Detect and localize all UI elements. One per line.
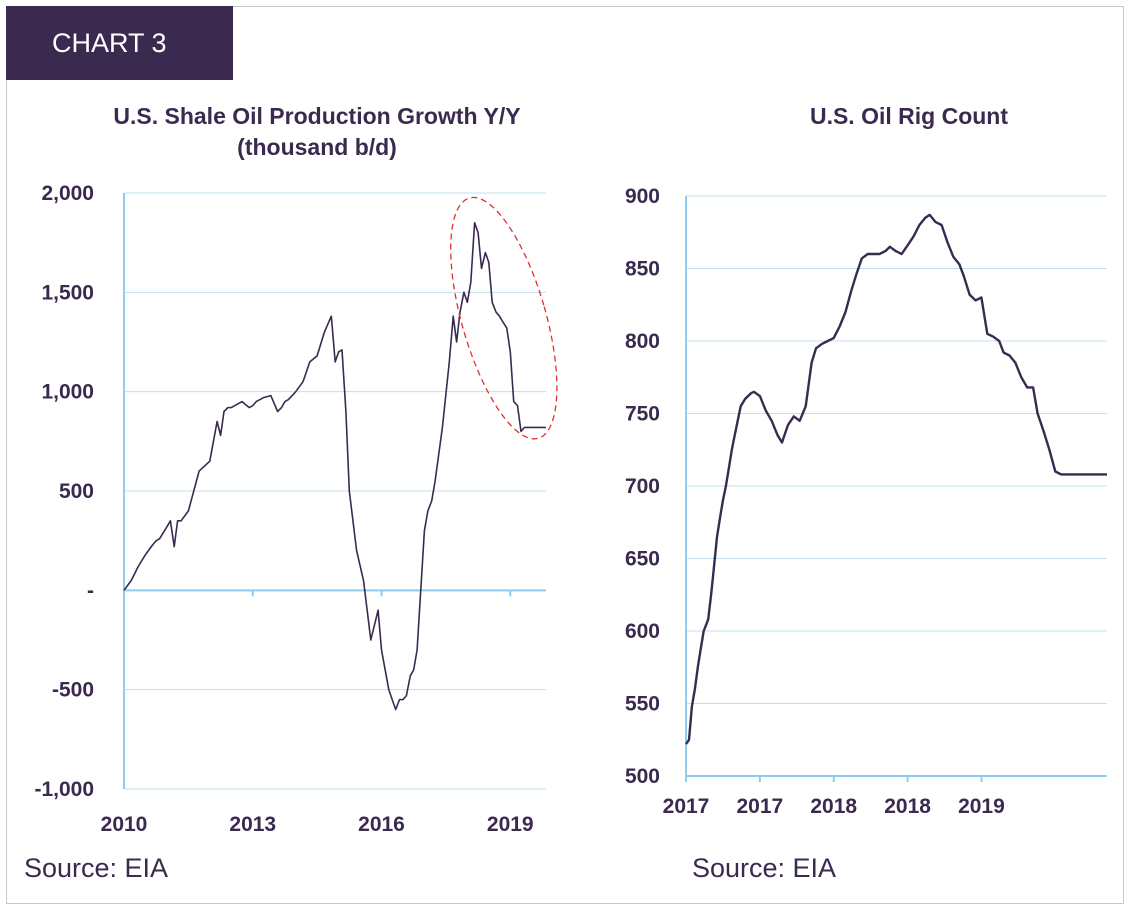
chart1-plot: 2,000 1,500 1,000 500 - -500 -1,000 2010 2013 201… [34,182,558,836]
source-left: Source: EIA [24,853,168,883]
chart2-x-tick-label: 2018 [810,795,857,818]
chart2-x-tick-label: 2018 [884,795,931,818]
chart1-x-tick-label: 2010 [101,813,148,836]
chart1-series-line [123,222,546,711]
chart2-y-tick-label: 650 [625,548,660,571]
chart2-y-tick-label: 700 [625,475,660,498]
chart1-y-tick-label: 2,000 [41,182,94,205]
chart2-title: U.S. Oil Rig Count [810,103,1008,129]
chart-badge: CHART 3 [6,6,233,80]
chart2-x-tick-label: 2017 [663,795,710,818]
source-right: Source: EIA [692,853,836,883]
chart1-subtitle: (thousand b/d) [237,134,397,160]
chart1-x-tick-label: 2016 [358,813,405,836]
chart2-y-tick-label: 600 [625,620,660,643]
chart1-y-tick-label: 1,000 [41,381,94,404]
chart1-y-tick-label: 1,500 [41,281,94,304]
chart2-y-tick-label: 800 [625,330,660,353]
chart1-y-tick-label: -1,000 [34,778,94,801]
chart-frame [6,6,1124,904]
chart1-y-tick-label: -500 [52,679,94,702]
chart1-x-tick-label: 2013 [229,813,276,836]
chart2-x-tick-label: 2017 [737,795,784,818]
chart2-y-tick-label: 550 [625,693,660,716]
chart2-series-line [685,213,1107,745]
chart1-highlight-ellipse [450,196,558,440]
chart2-y-tick-label: 850 [625,258,660,281]
chart2-x-tick-label: 2019 [958,795,1005,818]
chart2-y-tick-label: 500 [625,765,660,788]
chart1-x-tick-label: 2019 [487,813,534,836]
chart1-y-tick-label: - [87,579,94,602]
chart1-title: U.S. Shale Oil Production Growth Y/Y [113,103,520,129]
chart1-y-tick-label: 500 [59,480,94,503]
chart2-y-tick-label: 900 [625,185,660,208]
chart2-y-tick-label: 750 [625,403,660,426]
